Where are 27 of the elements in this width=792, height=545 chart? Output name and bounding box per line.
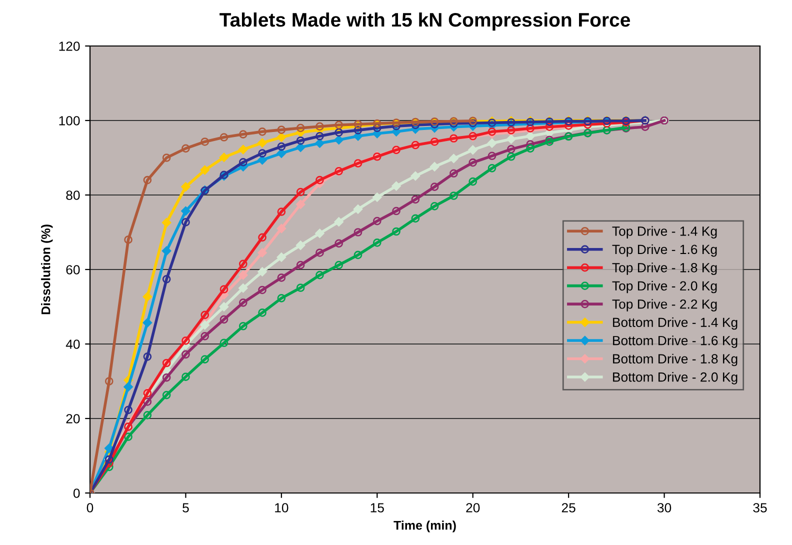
- x-tick-label: 0: [86, 503, 94, 512]
- legend-label: Bottom Drive - 1.6 Kg: [613, 336, 738, 348]
- legend-label: Top Drive - 2.2 Kg: [612, 299, 717, 312]
- legend-label: Top Drive - 1.6 Kg: [612, 244, 717, 257]
- y-axis-title: Dissolution (%): [41, 224, 53, 314]
- x-tick-label: 30: [657, 503, 672, 512]
- y-tick-label: 60: [66, 265, 80, 274]
- x-axis-title: Time (min): [394, 520, 456, 532]
- legend-label: Top Drive - 1.4 Kg: [612, 226, 717, 238]
- chart-title: Tablets Made with 15 kN Compression Force: [220, 12, 630, 31]
- y-tick-label: 20: [66, 414, 80, 424]
- y-tick-label: 40: [66, 340, 80, 349]
- legend-label: Bottom Drive - 2.0 Kg: [613, 372, 738, 384]
- x-tick-label: 35: [753, 503, 767, 512]
- legend-label: Top Drive - 1.8 Kg: [612, 262, 717, 275]
- y-tick-label: 0: [73, 488, 80, 498]
- y-tick-label: 80: [66, 190, 80, 200]
- y-tick-label: 120: [59, 42, 80, 51]
- y-tick-label: 100: [59, 116, 80, 126]
- x-tick-label: 20: [466, 503, 480, 512]
- x-tick-label: 10: [275, 503, 288, 512]
- legend-label: Top Drive - 2.0 Kg: [612, 280, 717, 294]
- legend-label: Bottom Drive - 1.4 Kg: [613, 317, 738, 330]
- x-tick-label: 5: [182, 503, 189, 512]
- legend-label: Bottom Drive - 1.8 Kg: [613, 354, 738, 366]
- x-tick-label: 25: [562, 503, 576, 512]
- x-tick-label: 15: [370, 503, 384, 512]
